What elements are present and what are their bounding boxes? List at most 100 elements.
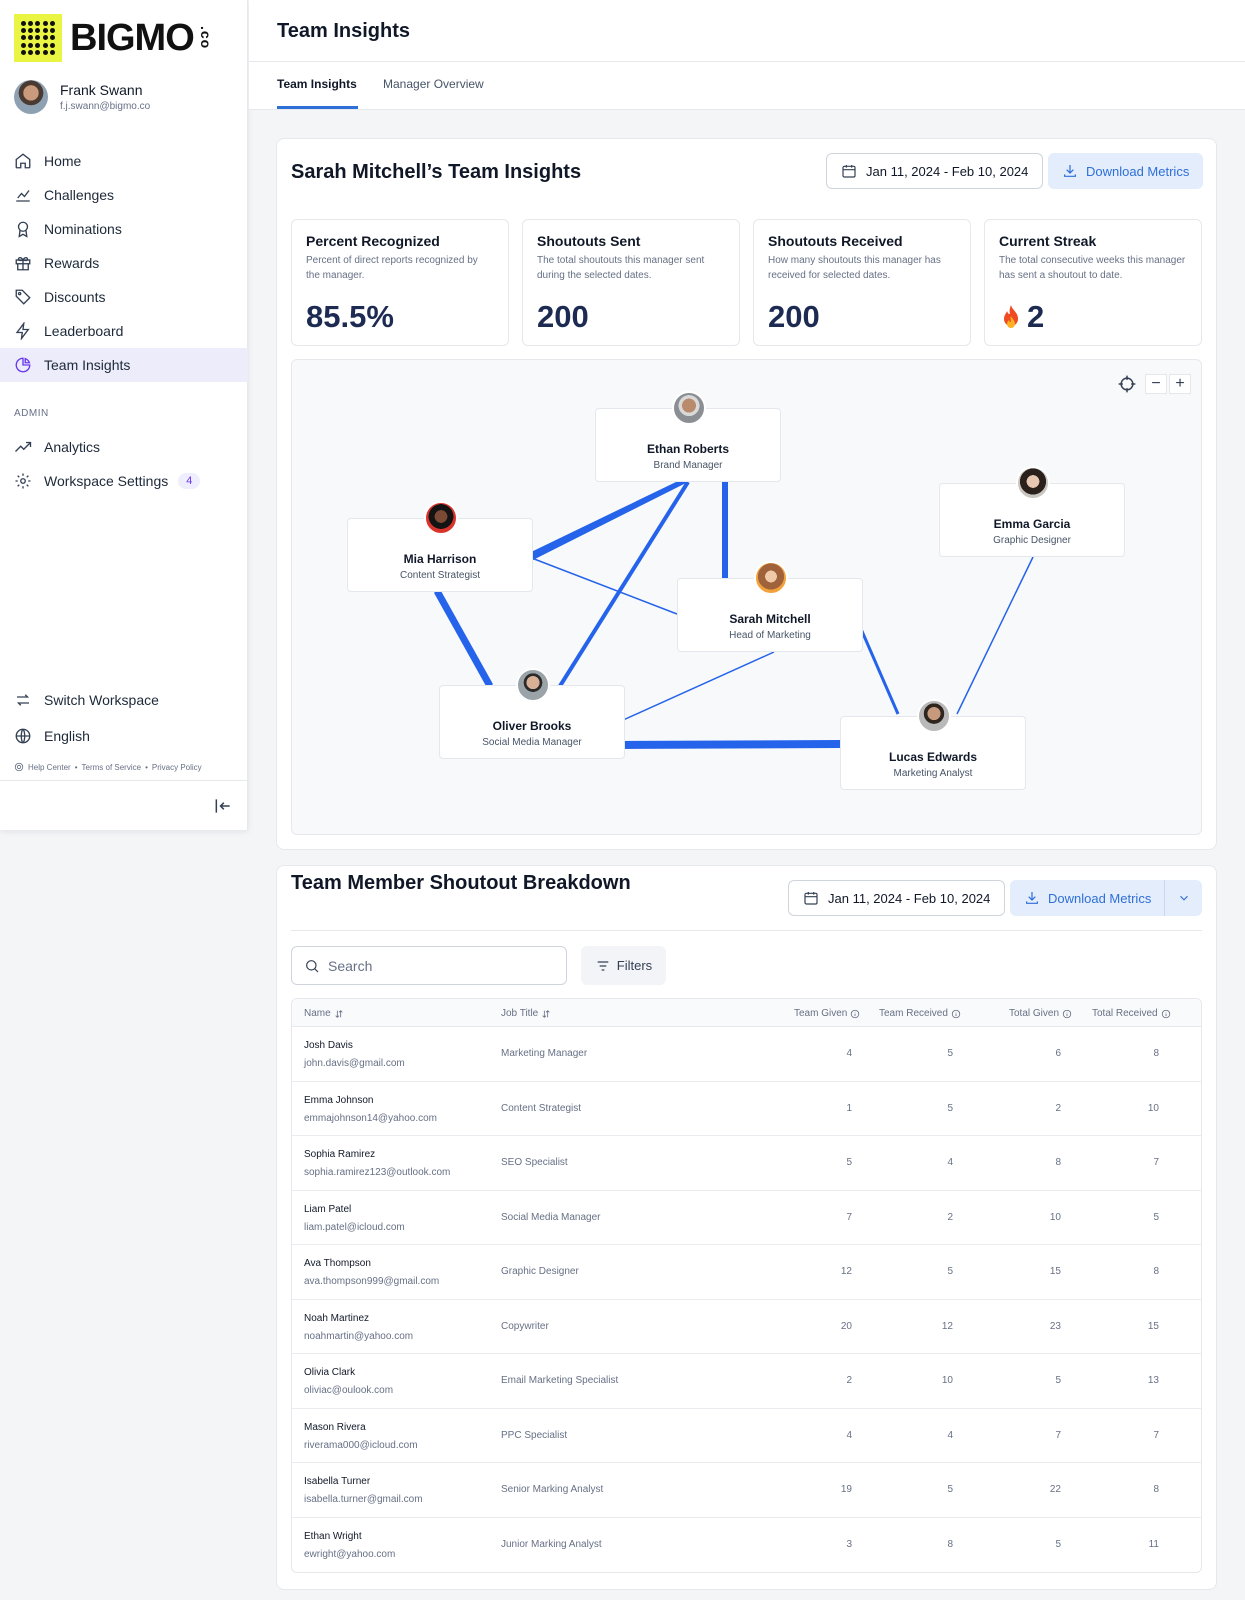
user-profile[interactable]: Frank Swann f.j.swann@bigmo.co (14, 80, 150, 114)
shoutout-table: Name Job Title Team Given Team Received … (291, 998, 1202, 1573)
brand-logo[interactable]: BIGMO .co (14, 14, 214, 62)
sidebar-item-discounts[interactable]: Discounts (0, 280, 248, 314)
filters-label: Filters (616, 958, 653, 973)
member-name: Isabella Turner (304, 1476, 371, 1487)
avatar (754, 561, 788, 595)
team-given-value: 19 (840, 1484, 852, 1495)
table-row[interactable]: Ethan Wright ewright@yahoo.com Junior Mark… (292, 1518, 1201, 1573)
zoom-out-button[interactable]: − (1145, 374, 1167, 394)
team-given-value: 4 (846, 1048, 852, 1059)
team-given-value: 7 (846, 1211, 852, 1223)
team-received-value: 10 (941, 1375, 953, 1386)
footer-separator: • (74, 762, 78, 772)
stat-card-shoutouts-sent: Shoutouts Sent The total shoutouts this … (522, 219, 740, 346)
collapse-sidebar-icon[interactable] (213, 796, 233, 816)
stat-description: The total shoutouts this manager sent du… (537, 255, 705, 281)
download-metrics-button[interactable]: Download Metrics (1048, 153, 1204, 189)
zoom-in-button[interactable]: + (1169, 374, 1191, 394)
column-team-given[interactable]: Team Given (794, 1008, 860, 1019)
info-icon (951, 1009, 961, 1018)
edge-mia-ethan (529, 482, 688, 562)
sidebar-item-workspace-settings[interactable]: Workspace Settings 4 (0, 464, 248, 498)
table-row[interactable]: Ava Thompson ava.thompson999@gmail.com Gra… (292, 1245, 1201, 1300)
node-lucas-edwards[interactable]: Lucas Edwards Marketing Analyst (840, 699, 1026, 790)
member-job-title: Copywriter (501, 1320, 549, 1332)
table-row[interactable]: Olivia Clark oliviac@oulook.com Email Mark… (292, 1354, 1201, 1409)
stat-value-wrapper: 2 (999, 299, 1187, 335)
total-received-value: 8 (1153, 1484, 1159, 1495)
sidebar-item-label: Discounts (44, 289, 106, 305)
footer-links: Help Center • Terms of Service • Privacy… (14, 762, 202, 772)
download-options-toggle[interactable] (1164, 880, 1202, 916)
column-label: Team Given (794, 1008, 848, 1019)
download-metrics-button[interactable]: Download Metrics (1010, 880, 1166, 916)
sidebar-item-team-insights[interactable]: Team Insights (0, 348, 248, 382)
total-received-value: 10 (1147, 1102, 1159, 1114)
node-mia-harrison[interactable]: Mia Harrison Content Strategist (347, 501, 533, 592)
sidebar-item-label: Home (44, 153, 82, 169)
info-icon (851, 1009, 860, 1018)
edge-emma-lucas (956, 556, 1034, 715)
sidebar-item-leaderboard[interactable]: Leaderboard (0, 314, 248, 348)
tab-team-insights[interactable]: Team Insights (277, 77, 357, 91)
date-range-picker[interactable]: Jan 11, 2024 - Feb 10, 2024 (826, 153, 1044, 189)
member-email: emmajohnson14@yahoo.com (304, 1112, 438, 1124)
table-row[interactable]: Josh Davis john.davis@gmail.com Marketing … (292, 1027, 1201, 1082)
sidebar-item-label: Leaderboard (44, 323, 124, 339)
table-row[interactable]: Isabella Turner isabella.turner@gmail.com… (292, 1463, 1201, 1518)
member-email: john.davis@gmail.com (304, 1058, 405, 1069)
search-input[interactable] (328, 957, 548, 974)
column-team-received[interactable]: Team Received (879, 1008, 961, 1019)
sidebar-item-challenges[interactable]: Challenges (0, 178, 248, 212)
stat-title: Shoutouts Received (768, 233, 903, 249)
crosshair-icon[interactable] (1117, 374, 1137, 394)
member-email: isabella.turner@gmail.com (304, 1494, 423, 1505)
total-received-value: 8 (1153, 1048, 1159, 1059)
node-name: Lucas Edwards (888, 750, 978, 764)
stat-card-shoutouts-received: Shoutouts Received How many shoutouts th… (753, 219, 971, 346)
column-job-title[interactable]: Job Title (501, 1008, 551, 1019)
tab-manager-overview[interactable]: Manager Overview (383, 77, 484, 91)
sidebar-item-nominations[interactable]: Nominations (0, 212, 248, 246)
language-selector[interactable]: English (0, 718, 248, 754)
page-title: Team Insights (277, 20, 410, 42)
total-received-value: 5 (1153, 1211, 1159, 1223)
team-received-value: 2 (947, 1211, 953, 1223)
terms-link[interactable]: Terms of Service (81, 762, 142, 772)
sort-icon (542, 1009, 550, 1018)
download-icon (1064, 165, 1076, 177)
node-ethan-roberts[interactable]: Ethan Roberts Brand Manager (595, 391, 781, 482)
help-center-link[interactable]: Help Center (28, 762, 71, 772)
column-label: Job Title (501, 1008, 539, 1019)
member-name: Sophia Ramirez (304, 1149, 376, 1160)
stat-title: Shoutouts Sent (537, 233, 641, 249)
table-row[interactable]: Noah Martinez noahmartin@yahoo.com Copywri… (292, 1300, 1201, 1354)
sidebar-item-rewards[interactable]: Rewards (0, 246, 248, 280)
team-received-value: 12 (941, 1320, 953, 1332)
column-name[interactable]: Name (304, 1008, 344, 1019)
privacy-link[interactable]: Privacy Policy (151, 762, 202, 772)
column-total-given[interactable]: Total Given (1009, 1008, 1072, 1019)
date-range-picker[interactable]: Jan 11, 2024 - Feb 10, 2024 (788, 880, 1006, 916)
switch-icon (16, 694, 30, 706)
node-sarah-mitchell[interactable]: Sarah Mitchell Head of Marketing (677, 561, 863, 652)
total-given-value: 7 (1055, 1429, 1061, 1441)
edge-oliver-sarah (620, 651, 775, 722)
table-row[interactable]: Mason Rivera riverama000@icloud.com PPC Sp… (292, 1409, 1201, 1463)
node-oliver-brooks[interactable]: Oliver Brooks Social Media Manager (439, 668, 625, 759)
column-total-received[interactable]: Total Received (1092, 1008, 1171, 1019)
table-row[interactable]: Liam Patel liam.patel@icloud.com Social Me… (292, 1191, 1201, 1245)
team-received-value: 5 (947, 1484, 953, 1495)
node-emma-garcia[interactable]: Emma Garcia Graphic Designer (939, 466, 1125, 557)
node-role: Graphic Designer (993, 535, 1071, 546)
member-name: Emma Johnson (304, 1094, 374, 1106)
team-received-value: 5 (947, 1102, 953, 1114)
table-row[interactable]: Emma Johnson emmajohnson14@yahoo.com Conte… (292, 1082, 1201, 1136)
member-email: liam.patel@icloud.com (304, 1221, 405, 1233)
switch-workspace-button[interactable]: Switch Workspace (0, 682, 248, 718)
sidebar-item-analytics[interactable]: Analytics (0, 430, 248, 464)
team-network-graph[interactable]: Ethan Roberts Brand Manager Mia Harrison… (291, 359, 1202, 835)
table-row[interactable]: Sophia Ramirez sophia.ramirez123@outlook.… (292, 1136, 1201, 1191)
filters-button[interactable]: Filters (581, 946, 666, 985)
sidebar-item-home[interactable]: Home (0, 144, 248, 178)
